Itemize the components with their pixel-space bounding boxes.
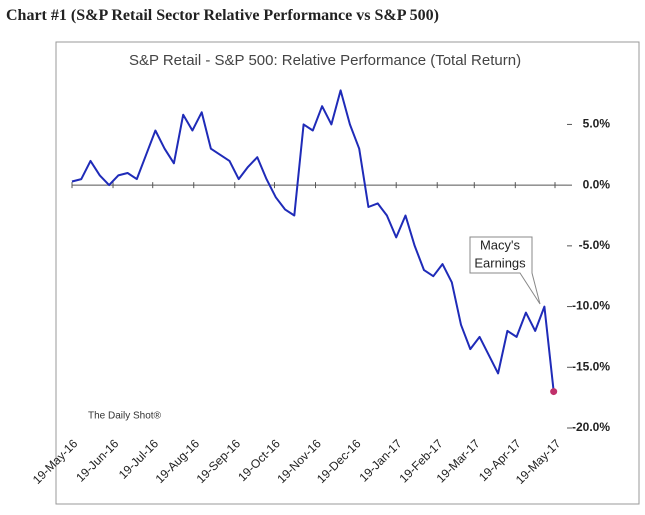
source: The Daily Shot® [88,411,162,422]
chart-frame [55,41,640,505]
annotation: Earnings [474,255,526,270]
y-tick-label: -10.0% [572,299,610,313]
callout-box [469,236,541,305]
y-tick-label: -20.0% [572,420,610,434]
heading: Chart #1 (S&P Retail Sector Relative Per… [6,7,439,24]
x-tick-label: 19-May-16 [30,436,81,487]
y-tick-label: 5.0% [583,117,611,131]
y-tick-label: 0.0% [583,177,611,191]
y-tick-label: -15.0% [572,359,610,373]
chart-title: S&P Retail - S&P 500: Relative Performan… [129,52,521,69]
x-tick-label: 19-Jun-16 [73,436,121,484]
series-line [71,89,555,392]
y-tick-label: -5.0% [579,238,611,252]
annotation: Macy's [480,237,521,252]
x-tick-label: 19-Dec-16 [314,436,364,486]
x-tick-label: 19-Sep-16 [194,436,244,486]
end-marker [550,388,558,396]
